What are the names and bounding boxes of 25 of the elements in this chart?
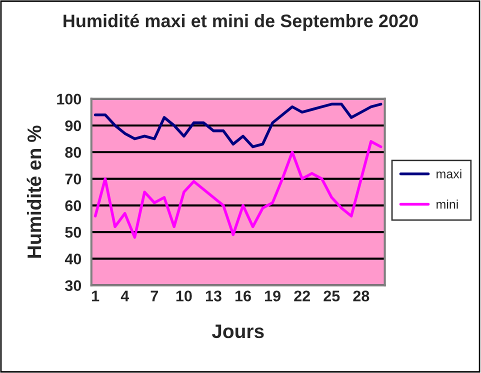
line-series: [94, 102, 382, 148]
chart-title: Humidité maxi et mini de Septembre 2020: [64, 14, 418, 31]
y-axis-title: Humidité en %: [26, 126, 42, 258]
y-tick-label: 80: [65, 147, 82, 158]
x-tick-label: 25: [324, 290, 340, 302]
y-tick-label: 50: [65, 226, 82, 238]
x-tick-label: 1: [92, 290, 100, 302]
x-tick-label: 10: [176, 290, 192, 302]
x-tick-label: 19: [265, 290, 280, 302]
line-series: [94, 140, 382, 239]
x-tick-label: 22: [294, 290, 310, 302]
legend-label: maxi: [436, 169, 462, 178]
x-axis-title: Jours: [212, 324, 264, 338]
x-tick-label: 13: [206, 290, 222, 302]
x-tick-label: 16: [235, 290, 251, 302]
y-tick-label: 60: [65, 200, 82, 212]
y-tick-label: 30: [65, 280, 82, 292]
y-tick-label: 100: [57, 94, 82, 105]
x-tick-label: 28: [353, 290, 370, 302]
legend-label: mini: [436, 200, 458, 209]
y-tick-label: 90: [65, 120, 82, 132]
y-tick-label: 40: [64, 254, 82, 264]
x-tick-label: 7: [150, 290, 158, 302]
x-tick-label: 4: [120, 290, 130, 302]
y-tick-label: 70: [65, 174, 82, 184]
